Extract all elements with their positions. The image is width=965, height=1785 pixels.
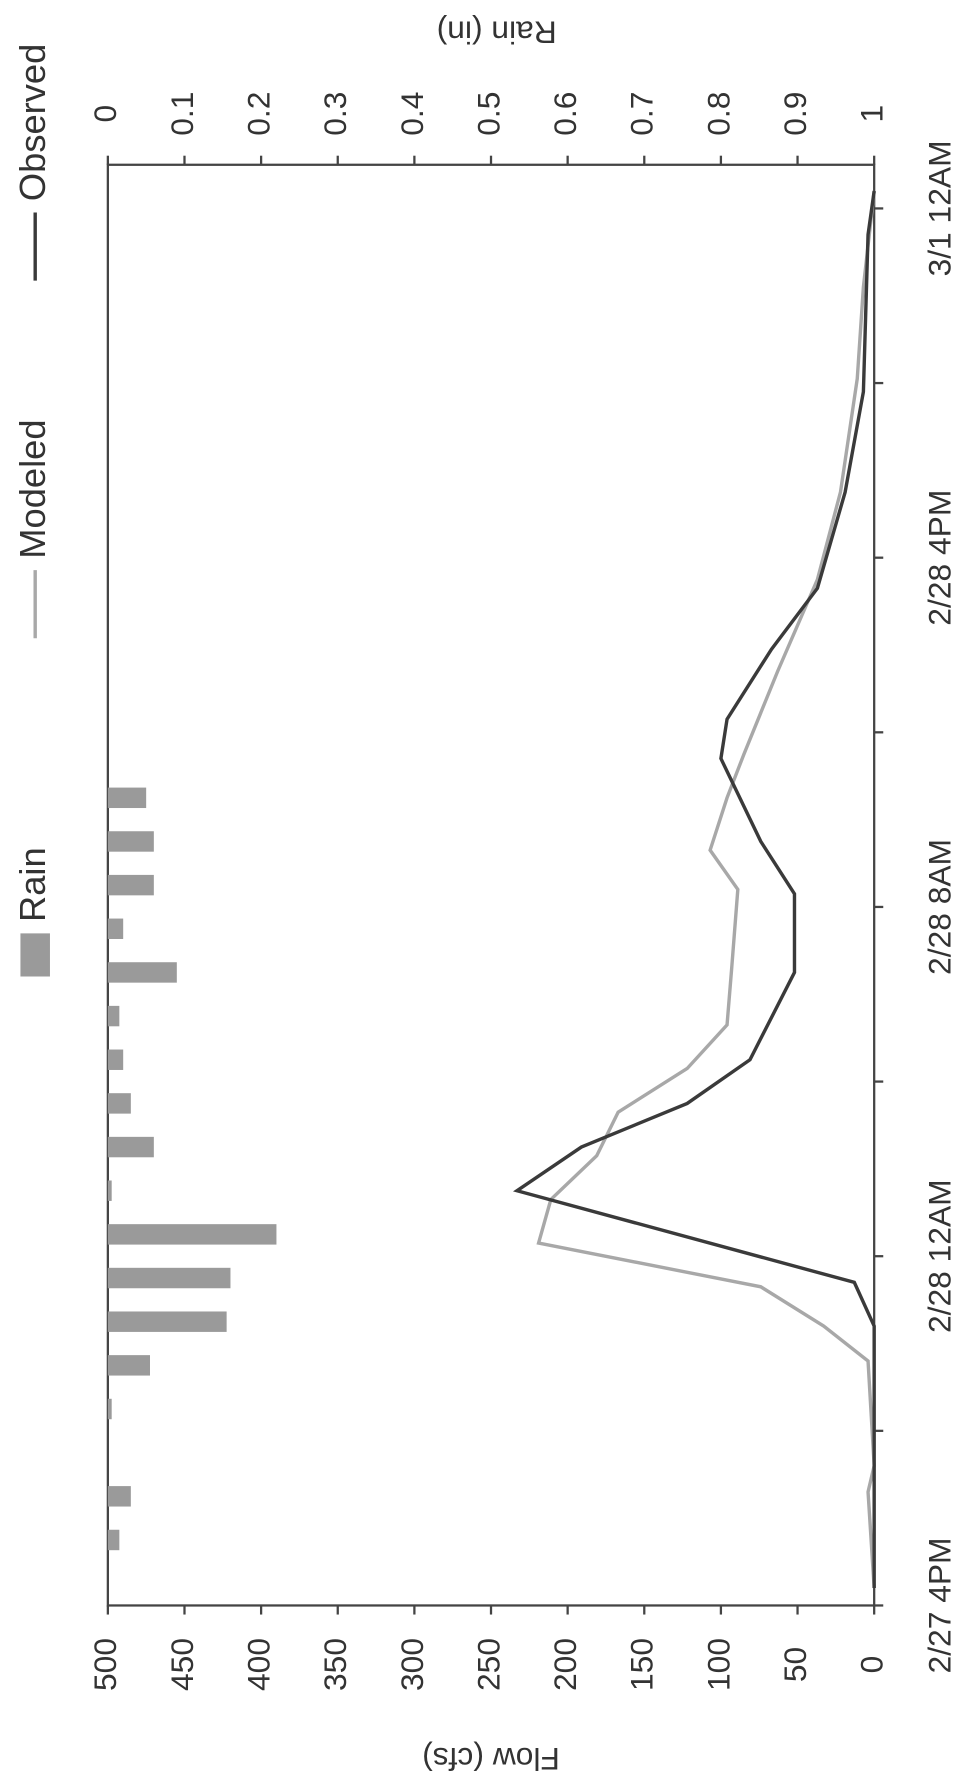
legend-swatch: [20, 933, 50, 977]
y2-tick-label: 0: [87, 105, 123, 123]
rain-bar: [107, 1311, 227, 1332]
y2-axis-title: Rain (in): [437, 14, 557, 50]
y-tick-label: 350: [317, 1638, 353, 1691]
y-tick-label: 100: [700, 1638, 736, 1691]
flow-line: [512, 190, 876, 1588]
y2-tick-label: 0.9: [777, 92, 813, 136]
rain-bar: [107, 1486, 131, 1507]
rain-bar: [107, 1355, 151, 1376]
y2-tick-label: 0.1: [164, 92, 200, 136]
rain-bar: [107, 962, 177, 983]
y2-tick-label: 0.6: [547, 92, 583, 136]
x-tick-label: 2/27 4PM: [922, 1537, 958, 1673]
plot-frame: [106, 163, 876, 1607]
rain-bar: [107, 1529, 120, 1551]
y-tick-label: 450: [164, 1638, 200, 1691]
y-tick-label: 50: [777, 1647, 813, 1682]
y-tick-label: 300: [394, 1638, 430, 1691]
x-tick-label: 2/28 12AM: [922, 1179, 958, 1333]
flow-line: [536, 190, 876, 1589]
rain-bar: [107, 787, 147, 809]
y2-tick-label: 0.5: [470, 92, 506, 136]
rain-bar: [107, 1093, 131, 1114]
y2-tick-label: 0.4: [394, 92, 430, 136]
y-tick-label: 0: [854, 1656, 890, 1674]
rain-bar: [107, 831, 154, 852]
y-tick-label: 400: [241, 1638, 277, 1691]
legend-label: Observed: [12, 44, 53, 201]
y2-tick-label: 1: [854, 105, 890, 123]
legend-label: Rain: [12, 847, 53, 922]
rain-bar: [107, 1136, 154, 1158]
rain-bar: [107, 1398, 112, 1420]
y-tick-label: 250: [470, 1638, 506, 1691]
y2-tick-label: 0.3: [317, 92, 353, 136]
y2-tick-label: 0.2: [241, 92, 277, 136]
legend-label: Modeled: [12, 419, 53, 558]
y-tick-label: 500: [87, 1638, 123, 1691]
rain-bar: [107, 1224, 277, 1245]
y-tick-label: 200: [547, 1638, 583, 1691]
y2-tick-label: 0.8: [700, 92, 736, 136]
x-tick-label: 2/28 8AM: [922, 839, 958, 975]
rain-bar: [107, 874, 154, 896]
rain-bar: [107, 1267, 231, 1289]
y-axis-title: Flow (cfs): [422, 1741, 560, 1777]
rain-bar: [107, 1049, 124, 1070]
rain-bar: [107, 1180, 112, 1201]
y2-tick-label: 0.7: [624, 92, 660, 136]
y-tick-label: 150: [624, 1638, 660, 1691]
x-tick-label: 2/28 4PM: [922, 490, 958, 626]
rain-bar: [107, 918, 124, 939]
rain-bar: [107, 1005, 120, 1027]
x-tick-label: 3/1 12AM: [922, 140, 958, 276]
